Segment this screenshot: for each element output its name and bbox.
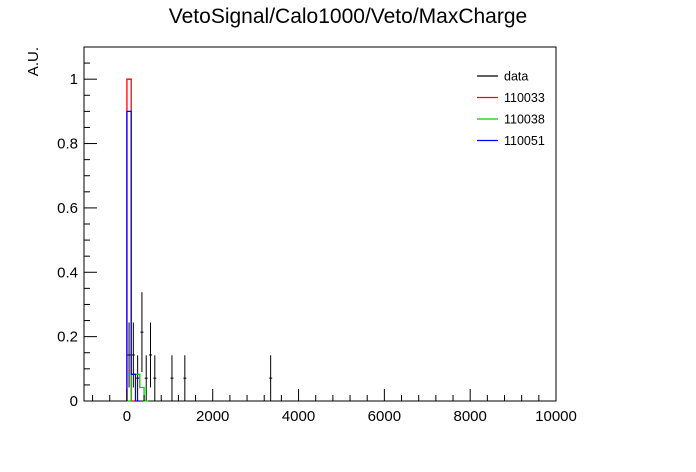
y-axis: 0 0.2 0.4 0.6 0.8 1 xyxy=(57,46,97,410)
legend-entry: data xyxy=(477,70,528,84)
legend-entry: 110038 xyxy=(477,113,545,127)
legend-entry: 110033 xyxy=(477,91,545,105)
data-point xyxy=(136,355,140,401)
plot-frame xyxy=(83,46,557,402)
legend-entry: 110051 xyxy=(477,134,545,148)
y-tick-label: 0.6 xyxy=(57,200,78,217)
data-point xyxy=(127,322,131,388)
x-tick-label: 6000 xyxy=(368,408,401,425)
data-point xyxy=(149,322,153,388)
x-tick-label: 4000 xyxy=(282,408,315,425)
data-point xyxy=(183,355,187,401)
series-layer xyxy=(126,78,273,402)
y-axis-label: A.U. xyxy=(25,47,42,76)
chart-title: VetoSignal/Calo1000/Veto/MaxCharge xyxy=(169,5,527,28)
legend-label: 110033 xyxy=(504,91,545,105)
legend-label: 110051 xyxy=(504,134,545,148)
y-tick-label: 0.2 xyxy=(57,329,78,346)
y-tick-label: 1 xyxy=(70,71,78,88)
data-point xyxy=(153,355,157,401)
x-axis: 0 2000 4000 6000 8000 10000 xyxy=(92,389,577,425)
x-tick-label: 8000 xyxy=(453,408,486,425)
legend: data 110033 110038 110051 xyxy=(477,70,545,148)
x-tick-label: 2000 xyxy=(196,408,229,425)
x-tick-label: 0 xyxy=(123,408,131,425)
y-tick-label: 0 xyxy=(70,393,78,410)
data-point xyxy=(269,355,273,401)
y-tick-label: 0.8 xyxy=(57,136,78,153)
data-point xyxy=(144,355,148,401)
data-point xyxy=(140,292,144,373)
legend-label: 110038 xyxy=(504,113,545,127)
data-point xyxy=(170,355,174,401)
y-tick-label: 0.4 xyxy=(57,264,78,281)
x-tick-label: 10000 xyxy=(535,408,577,425)
series-110051-step xyxy=(126,110,140,402)
data-point xyxy=(131,322,135,388)
legend-label: data xyxy=(504,70,528,84)
